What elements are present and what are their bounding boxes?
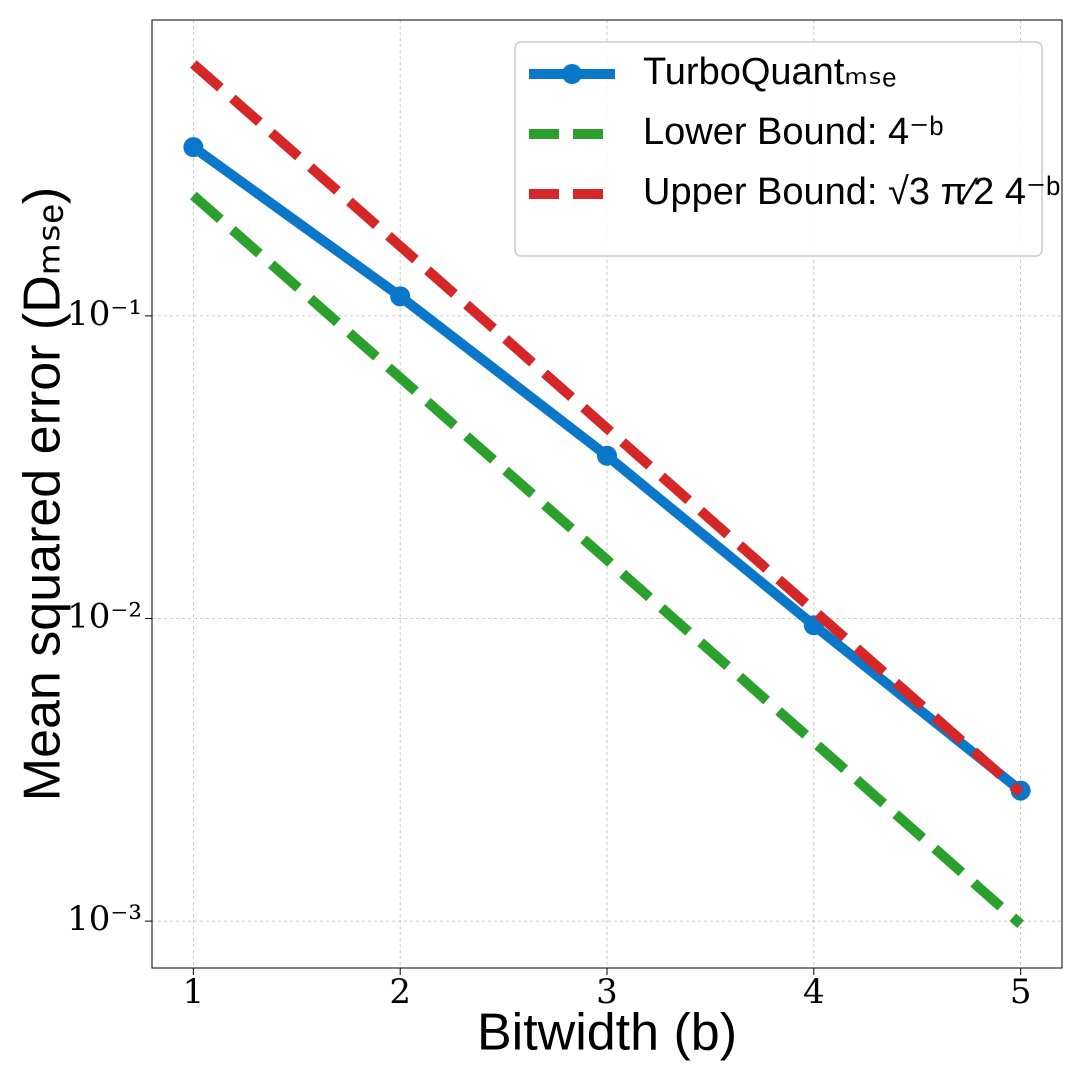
series-line (190, 191, 1024, 928)
legend-label: Upper Bound: √3 π⁄2 4⁻ᵇ (643, 171, 1060, 213)
y-tick-label: 10⁻² (67, 597, 142, 637)
x-tick-label: 1 (183, 972, 205, 1012)
y-tick-label: 10⁻³ (67, 899, 142, 939)
series-line (190, 60, 1024, 797)
y-axis-label: Mean squared error (Dₘₛₑ) (14, 187, 72, 801)
x-tick-label: 2 (389, 972, 411, 1012)
legend-label: Lower Bound: 4⁻ᵇ (643, 111, 944, 153)
marker (390, 286, 411, 307)
x-tick-label: 4 (803, 972, 825, 1012)
y-tick-label: 10⁻¹ (67, 294, 142, 334)
marker (183, 137, 204, 158)
x-tick-label: 3 (596, 972, 618, 1012)
plot-frame (151, 19, 1063, 969)
legend-label: TurboQuantₘₛₑ (643, 51, 896, 93)
x-axis-label: Bitwidth (b) (477, 1004, 737, 1062)
marker (597, 445, 617, 466)
x-tick-label: 5 (1010, 972, 1032, 1012)
legend-marker (562, 64, 582, 84)
legend-box (514, 41, 1043, 257)
